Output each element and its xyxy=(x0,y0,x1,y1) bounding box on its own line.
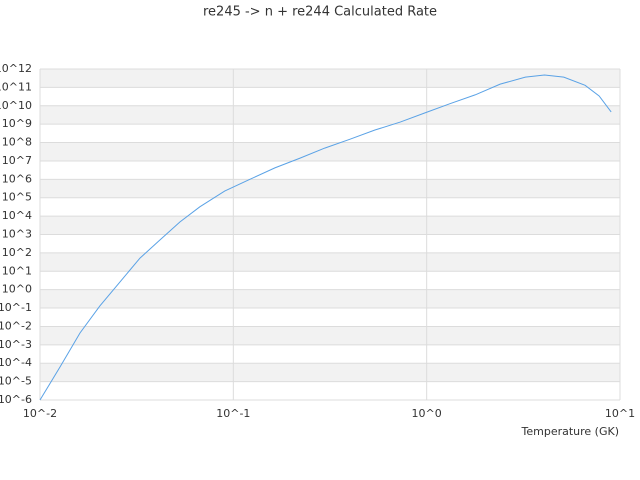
y-tick-label: 10^7 xyxy=(2,154,32,167)
grid-band xyxy=(40,179,620,198)
y-tick-label: 10^-6 xyxy=(0,393,32,406)
y-tick-label: 10^12 xyxy=(0,62,32,75)
y-tick-label: 10^8 xyxy=(2,136,32,149)
y-tick-label: 10^-5 xyxy=(0,375,32,388)
grid-band xyxy=(40,363,620,382)
x-axis-label: Temperature (GK) xyxy=(521,425,620,438)
y-tick-label: 10^-4 xyxy=(0,356,32,369)
y-tick-label: 10^-2 xyxy=(0,319,32,332)
grid-band xyxy=(40,142,620,161)
y-tick-label: 10^4 xyxy=(2,209,32,222)
y-tick-label: 10^1 xyxy=(2,264,32,277)
x-tick-label: 10^1 xyxy=(605,407,635,420)
y-tick-label: 10^5 xyxy=(2,191,32,204)
y-tick-label: 10^9 xyxy=(2,117,32,130)
y-tick-label: 10^-1 xyxy=(0,301,32,314)
grid-band xyxy=(40,326,620,345)
x-tick-label: 10^-1 xyxy=(216,407,250,420)
x-tick-label: 10^-2 xyxy=(23,407,57,420)
y-tick-label: 10^0 xyxy=(2,283,32,296)
y-tick-label: 10^2 xyxy=(2,246,32,259)
grid-band xyxy=(40,216,620,235)
y-tick-label: 10^-3 xyxy=(0,338,32,351)
data-line xyxy=(39,74,612,401)
grid-band xyxy=(40,105,620,125)
y-tick-label: 10^10 xyxy=(0,99,32,112)
chart-title: re245 -> n + re244 Calculated Rate xyxy=(203,5,437,20)
grid-band xyxy=(40,252,620,272)
y-tick-label: 10^3 xyxy=(2,228,32,241)
x-tick-label: 10^0 xyxy=(412,407,442,420)
y-tick-label: 10^11 xyxy=(0,80,32,93)
grid-band xyxy=(40,289,620,309)
y-tick-label: 10^6 xyxy=(2,172,32,185)
grid-band xyxy=(40,69,620,88)
